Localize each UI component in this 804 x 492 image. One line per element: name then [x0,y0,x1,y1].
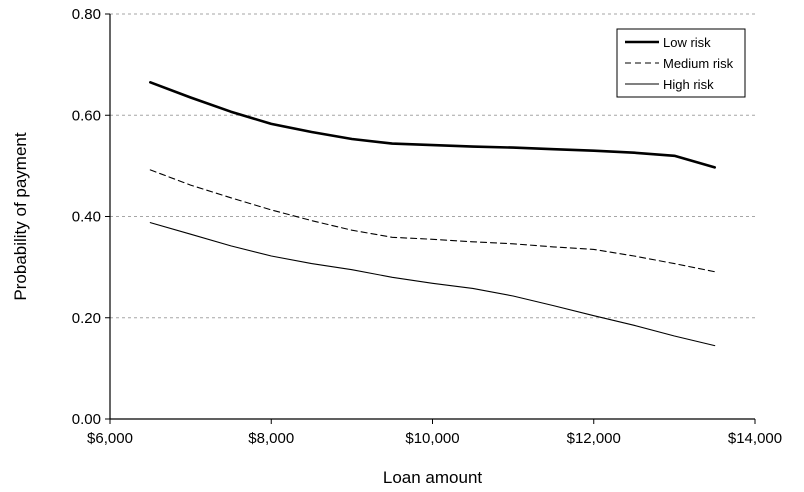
x-tick-label: $14,000 [728,430,782,447]
y-tick-label: 0.00 [72,411,101,428]
series-line-medium-risk [149,169,716,273]
legend-label: High risk [663,77,714,92]
y-tick-label: 0.40 [72,209,101,226]
series-lines [149,81,717,347]
legend: Low risk Medium risk High risk [616,28,746,98]
x-tick-label: $8,000 [248,430,294,447]
x-axis-title: Loan amount [383,468,483,487]
y-axis-title: Probability of payment [11,132,30,300]
y-tick-label: 0.80 [72,6,101,23]
x-tick-label: $10,000 [405,430,459,447]
series-line-high-risk [149,222,716,347]
legend-label: Medium risk [663,56,734,71]
x-tick-label: $6,000 [87,430,133,447]
legend-label: Low risk [663,35,711,50]
x-tick-label: $12,000 [567,430,621,447]
series-line-low-risk [149,81,717,169]
y-tick-label: 0.60 [72,107,101,124]
y-tick-label: 0.20 [72,310,101,327]
ticks: 0.00 0.20 0.40 0.60 0.80 $6,000 $8,000 $10,000 $… [72,6,782,447]
